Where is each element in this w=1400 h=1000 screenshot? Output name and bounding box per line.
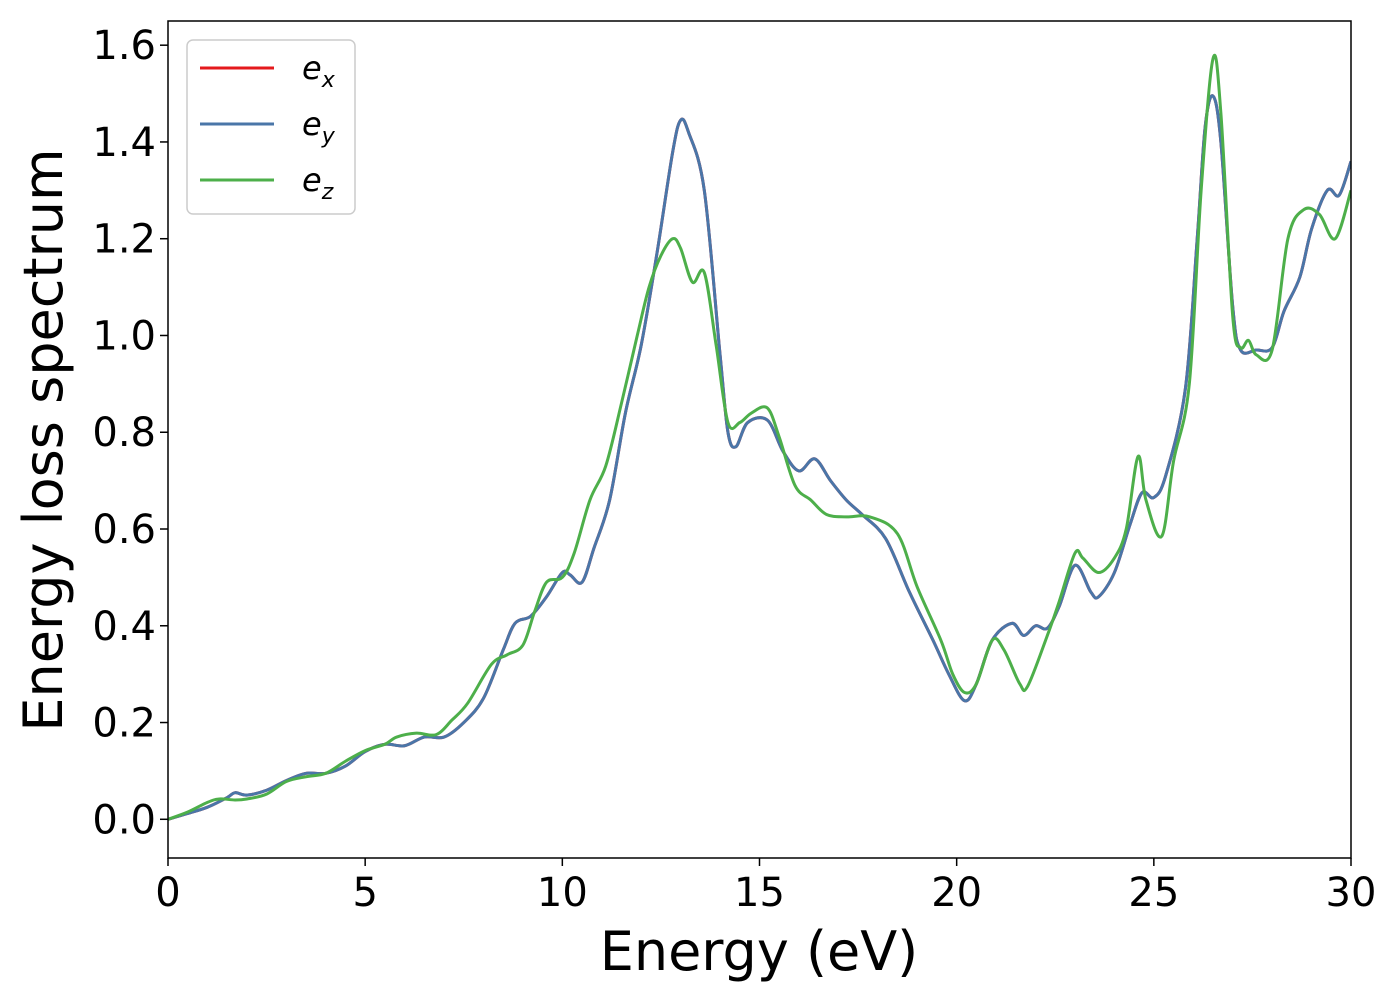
legend-box [186, 39, 356, 215]
x-tick-label: 0 [155, 870, 180, 916]
y-tick-label: 0.2 [92, 701, 156, 747]
series-layer [168, 53, 1351, 821]
y-tick-label: 0.0 [92, 797, 156, 843]
y-axis: 0.0 0.2 0.4 0.6 0.8 1.0 1.2 1.4 1.6 [92, 23, 168, 843]
legend-label-z: ez [302, 161, 334, 205]
x-tick-label: 30 [1326, 870, 1377, 916]
x-tick-label: 10 [537, 870, 588, 916]
x-tick-label: 25 [1128, 870, 1179, 916]
x-axis: 0 5 10 15 20 25 30 [155, 858, 1376, 916]
y-axis-label: Energy loss spectrum [12, 148, 75, 731]
legend-label-x: ex [302, 49, 336, 93]
y-tick-label: 0.8 [92, 410, 156, 456]
y-tick-label: 1.2 [92, 217, 156, 263]
x-axis-label: Energy (eV) [600, 920, 919, 983]
series-line-z [168, 53, 1351, 821]
x-tick-label: 5 [352, 870, 377, 916]
legend-label-y: ey [302, 105, 336, 149]
y-tick-label: 0.6 [92, 507, 156, 553]
y-tick-label: 1.4 [92, 120, 156, 166]
plot-background [168, 21, 1351, 858]
legend: ex ey ez [186, 39, 356, 215]
x-tick-label: 15 [734, 870, 785, 916]
x-tick-label: 20 [931, 870, 982, 916]
y-tick-label: 1.0 [92, 313, 156, 359]
y-tick-label: 1.6 [92, 23, 156, 69]
y-tick-label: 0.4 [92, 604, 156, 650]
